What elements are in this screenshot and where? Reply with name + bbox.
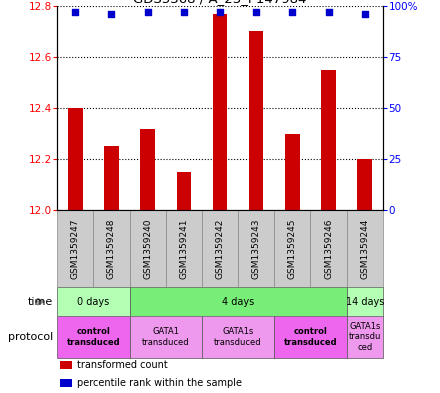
Text: GATA1
transduced: GATA1 transduced bbox=[142, 327, 190, 347]
Bar bbox=[347, 316, 383, 358]
Point bbox=[253, 9, 260, 15]
Bar bbox=[238, 210, 274, 287]
Bar bbox=[129, 287, 347, 316]
Bar bbox=[347, 210, 383, 287]
Point bbox=[289, 9, 296, 15]
Text: control
transduced: control transduced bbox=[284, 327, 337, 347]
Bar bbox=[60, 362, 72, 369]
Text: GSM1359245: GSM1359245 bbox=[288, 219, 297, 279]
Text: percentile rank within the sample: percentile rank within the sample bbox=[77, 378, 242, 388]
Bar bbox=[57, 316, 129, 358]
Point bbox=[216, 9, 224, 15]
Bar bbox=[176, 172, 191, 210]
Text: protocol: protocol bbox=[7, 332, 53, 342]
Bar bbox=[285, 134, 300, 210]
Bar bbox=[68, 108, 83, 210]
Text: 4 days: 4 days bbox=[222, 297, 254, 307]
Text: transformed count: transformed count bbox=[77, 360, 168, 371]
Point bbox=[361, 11, 368, 17]
Text: GATA1s
transduced: GATA1s transduced bbox=[214, 327, 262, 347]
Title: GDS5368 / A_23_P147984: GDS5368 / A_23_P147984 bbox=[133, 0, 307, 5]
Text: GSM1359243: GSM1359243 bbox=[252, 219, 260, 279]
Bar bbox=[347, 287, 383, 316]
Point bbox=[180, 9, 187, 15]
Bar bbox=[104, 147, 119, 210]
Bar bbox=[129, 210, 166, 287]
Text: 14 days: 14 days bbox=[345, 297, 384, 307]
Bar bbox=[213, 14, 227, 210]
Text: GSM1359240: GSM1359240 bbox=[143, 219, 152, 279]
Bar bbox=[357, 159, 372, 210]
Text: GSM1359248: GSM1359248 bbox=[107, 219, 116, 279]
Bar bbox=[57, 210, 93, 287]
Bar bbox=[57, 287, 129, 316]
Bar bbox=[166, 210, 202, 287]
Bar bbox=[311, 210, 347, 287]
Point bbox=[325, 9, 332, 15]
Point bbox=[144, 9, 151, 15]
Point bbox=[108, 11, 115, 17]
Text: GSM1359247: GSM1359247 bbox=[71, 219, 80, 279]
Text: 0 days: 0 days bbox=[77, 297, 110, 307]
Text: GSM1359242: GSM1359242 bbox=[216, 219, 224, 279]
Text: control
transduced: control transduced bbox=[66, 327, 120, 347]
Bar bbox=[140, 129, 155, 210]
Point bbox=[72, 9, 79, 15]
Bar bbox=[93, 210, 129, 287]
Text: GSM1359241: GSM1359241 bbox=[180, 219, 188, 279]
Bar bbox=[249, 31, 264, 210]
Bar bbox=[274, 316, 347, 358]
Text: GSM1359244: GSM1359244 bbox=[360, 219, 369, 279]
Bar bbox=[274, 210, 311, 287]
Text: GATA1s
transdu
ced: GATA1s transdu ced bbox=[348, 322, 381, 352]
Bar bbox=[202, 210, 238, 287]
Text: time: time bbox=[28, 297, 53, 307]
Bar bbox=[60, 379, 72, 387]
Text: GSM1359246: GSM1359246 bbox=[324, 219, 333, 279]
Bar bbox=[321, 70, 336, 210]
Bar bbox=[129, 316, 202, 358]
Bar bbox=[202, 316, 274, 358]
